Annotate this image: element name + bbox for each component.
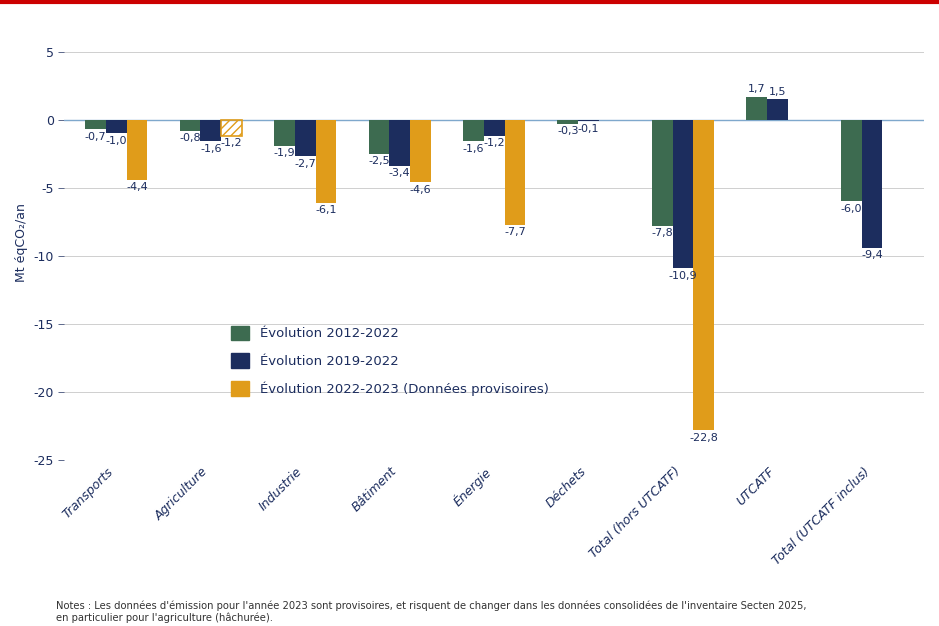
Text: -4,4: -4,4	[126, 182, 148, 192]
Bar	[316, 120, 336, 203]
Bar	[390, 120, 410, 166]
Bar	[484, 120, 504, 136]
Legend: Évolution 2012-2022, Évolution 2019-2022, Évolution 2022-2023 (Données provisoir: Évolution 2012-2022, Évolution 2019-2022…	[225, 321, 554, 401]
Bar	[672, 120, 694, 268]
Text: -10,9: -10,9	[669, 270, 698, 280]
Text: -4,6: -4,6	[409, 185, 431, 195]
Text: -0,1: -0,1	[577, 123, 599, 133]
Text: -3,4: -3,4	[389, 168, 410, 178]
Text: -1,0: -1,0	[105, 136, 127, 146]
Bar	[578, 120, 599, 121]
Text: -6,0: -6,0	[840, 204, 862, 214]
Text: -7,7: -7,7	[504, 227, 526, 237]
Text: -1,2: -1,2	[221, 138, 242, 148]
Text: -0,8: -0,8	[179, 133, 201, 143]
Y-axis label: Mt éqCO₂/an: Mt éqCO₂/an	[15, 203, 28, 282]
Bar	[274, 120, 295, 146]
Text: -7,8: -7,8	[652, 228, 673, 239]
Bar	[463, 120, 484, 141]
Text: -2,5: -2,5	[368, 156, 390, 166]
Bar	[368, 120, 390, 154]
Bar	[767, 100, 788, 120]
Bar	[222, 120, 242, 136]
Text: -1,6: -1,6	[200, 144, 222, 154]
Text: -0,3: -0,3	[557, 126, 578, 136]
Text: 1,7: 1,7	[748, 84, 765, 94]
Bar	[410, 120, 431, 182]
Text: Notes : Les données d'émission pour l'année 2023 sont provisoires, et risquent d: Notes : Les données d'émission pour l'an…	[56, 600, 807, 623]
Bar	[504, 120, 525, 225]
Bar	[295, 120, 316, 156]
Text: 1,5: 1,5	[769, 87, 786, 97]
Bar	[106, 120, 127, 133]
Bar	[179, 120, 200, 131]
Bar	[747, 96, 767, 120]
Text: -6,1: -6,1	[316, 205, 337, 215]
Text: -1,2: -1,2	[484, 138, 505, 148]
Text: -9,4: -9,4	[861, 250, 883, 260]
Text: -0,7: -0,7	[85, 131, 106, 141]
Bar	[694, 120, 715, 430]
Text: -2,7: -2,7	[294, 159, 316, 169]
Text: -1,9: -1,9	[273, 148, 295, 158]
Bar	[85, 120, 106, 129]
Bar	[558, 120, 578, 124]
Text: -1,6: -1,6	[463, 144, 485, 154]
Bar	[652, 120, 672, 226]
Bar	[200, 120, 222, 141]
Text: -22,8: -22,8	[689, 433, 718, 443]
Bar	[127, 120, 147, 180]
Bar	[862, 120, 883, 248]
Bar	[840, 120, 862, 202]
